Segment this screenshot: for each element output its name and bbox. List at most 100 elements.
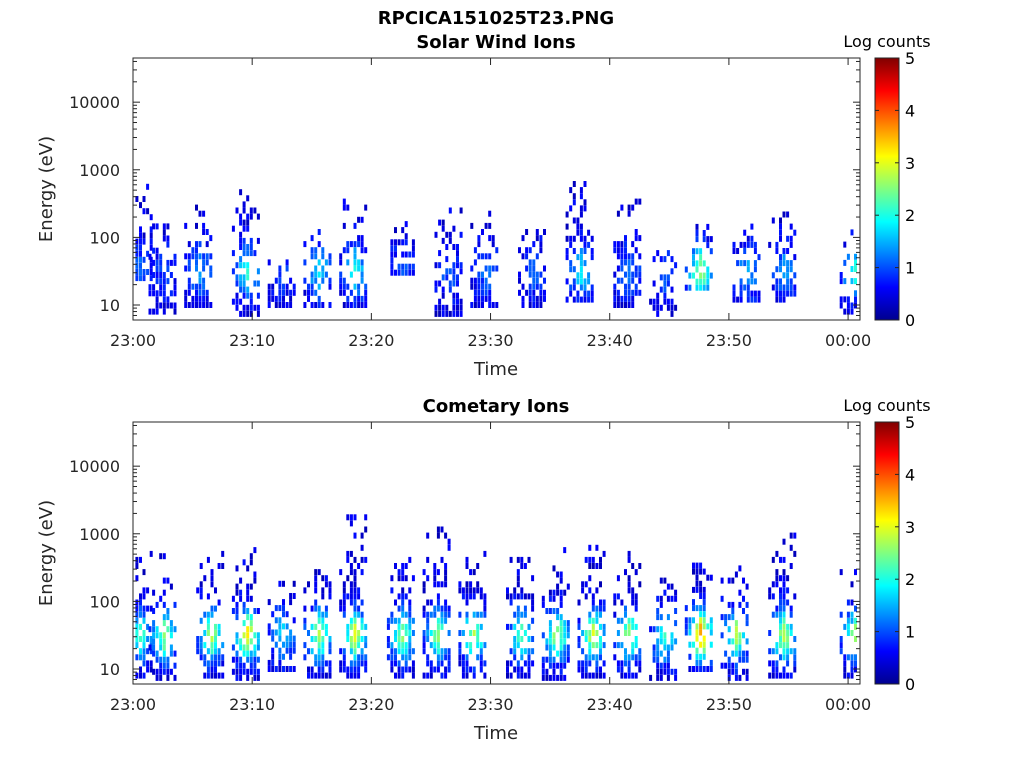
spectrogram-cell (274, 617, 278, 624)
colorbar-tick-label: 2 (905, 206, 915, 225)
spectrogram-cell (532, 283, 536, 290)
spectrogram-cell (692, 260, 695, 267)
spectrogram-cell (242, 237, 246, 244)
spectrogram-cell (782, 636, 786, 642)
spectrogram-cell (695, 659, 699, 666)
spectrogram-cell (599, 556, 602, 563)
colorbar-tick-label: 3 (905, 518, 915, 537)
spectrogram-cell (206, 660, 210, 667)
spectrogram-cell (793, 272, 797, 279)
spectrogram-cell (599, 611, 602, 618)
y-axis-label: Energy (eV) (36, 136, 57, 242)
spectrogram-cell (674, 262, 678, 269)
spectrogram-cell (556, 583, 560, 590)
spectrogram-cell (789, 544, 793, 551)
spectrogram-cell (535, 295, 539, 302)
spectrogram-cell (488, 235, 492, 242)
spectrogram-cell (484, 277, 488, 284)
spectrogram-cell (477, 271, 481, 278)
spectrogram-cell (666, 674, 670, 681)
spectrogram-cell (310, 277, 314, 284)
spectrogram-cell (314, 623, 318, 630)
spectrogram-cell (149, 550, 153, 557)
spectrogram-cell (321, 672, 325, 679)
spectrogram-cell (595, 660, 599, 667)
spectrogram-cell (440, 623, 444, 630)
spectrogram-cell (438, 219, 442, 226)
spectrogram-cell (210, 581, 214, 588)
spectrogram-cell (357, 611, 361, 618)
spectrogram-cell (349, 642, 353, 649)
spectrogram-cell (135, 611, 139, 618)
spectrogram-cell (196, 648, 200, 655)
spectrogram-cell (321, 277, 325, 284)
spectrogram-cell (357, 666, 361, 673)
spectrogram-cell (159, 595, 163, 602)
spectrogram-cell (535, 283, 539, 290)
spectrogram-cell (184, 289, 188, 296)
spectrogram-cell (656, 310, 660, 317)
spectrogram-cell (444, 605, 448, 612)
spectrogram-cell (256, 310, 260, 317)
spectrogram-cell (659, 650, 663, 657)
spectrogram-cell (242, 668, 246, 675)
spectrogram-cell (595, 630, 599, 636)
spectrogram-cell (465, 672, 469, 679)
spectrogram-cell (235, 632, 239, 639)
spectrogram-cell (616, 575, 620, 582)
spectrogram-cell (411, 617, 415, 624)
spectrogram-cell (779, 260, 782, 267)
spectrogram-cell (541, 595, 545, 602)
spectrogram-cell (436, 623, 440, 630)
spectrogram-cell (214, 654, 217, 661)
spectrogram-cell (142, 196, 146, 202)
spectrogram-cell (441, 304, 445, 311)
spectrogram-cell (458, 654, 462, 661)
y-tick-label: 100 (89, 592, 120, 611)
spectrogram-cell (588, 630, 592, 636)
spectrogram-cell (447, 630, 451, 636)
spectrogram-cell (149, 648, 153, 655)
spectrogram-cell (786, 660, 790, 667)
spectrogram-cell (588, 587, 592, 594)
spectrogram-cell (771, 217, 775, 224)
spectrogram-cell (627, 654, 631, 661)
x-axis-label: Time (473, 723, 518, 744)
spectrogram-cell (706, 278, 710, 285)
spectrogram-cell (556, 614, 560, 621)
spectrogram-cell (491, 241, 495, 248)
spectrogram-cell (239, 638, 243, 645)
spectrogram-cell (854, 605, 857, 612)
spectrogram-cell (184, 265, 188, 272)
spectrogram-cell (217, 563, 221, 569)
spectrogram-cell (516, 556, 520, 563)
spectrogram-cell (447, 605, 451, 612)
spectrogram-cell (173, 601, 177, 608)
spectrogram-cell (438, 304, 442, 311)
spectrogram-cell (688, 623, 692, 630)
spectrogram-cell (390, 666, 394, 673)
spectrogram-cell (438, 250, 442, 257)
spectrogram-cell (394, 636, 397, 642)
spectrogram-cell (656, 668, 660, 675)
spectrogram-cell (527, 623, 531, 630)
spectrogram-cell (465, 654, 469, 661)
spectrogram-cell (203, 672, 207, 679)
spectrogram-cell (346, 550, 350, 557)
spectrogram-cell (543, 295, 546, 302)
spectrogram-cell (572, 248, 576, 254)
spectrogram-cell (267, 283, 271, 290)
spectrogram-cell (779, 575, 782, 582)
spectrogram-cell (548, 662, 552, 669)
spectrogram-cell (516, 666, 520, 673)
spectrogram-cell (173, 650, 177, 657)
spectrogram-cell (552, 608, 556, 614)
spectrogram-cell (317, 605, 321, 612)
spectrogram-cell (195, 265, 198, 272)
spectrogram-cell (328, 660, 332, 667)
spectrogram-cell (148, 253, 152, 260)
spectrogram-cell (303, 241, 307, 248)
spectrogram-cell (267, 259, 271, 266)
spectrogram-cell (491, 265, 495, 272)
spectrogram-cell (786, 235, 790, 242)
